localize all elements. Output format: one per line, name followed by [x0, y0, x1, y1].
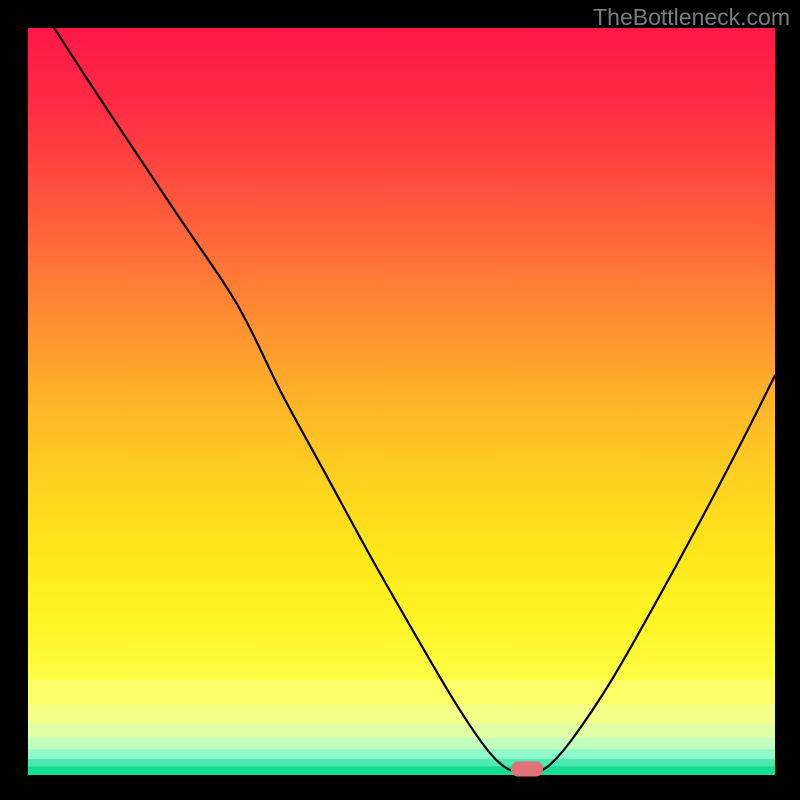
optimal-marker: [511, 762, 543, 777]
chart-container: TheBottleneck.com: [0, 0, 800, 800]
bottleneck-curve: [54, 28, 775, 773]
watermark-text: TheBottleneck.com: [593, 4, 790, 31]
chart-svg: [0, 0, 800, 800]
